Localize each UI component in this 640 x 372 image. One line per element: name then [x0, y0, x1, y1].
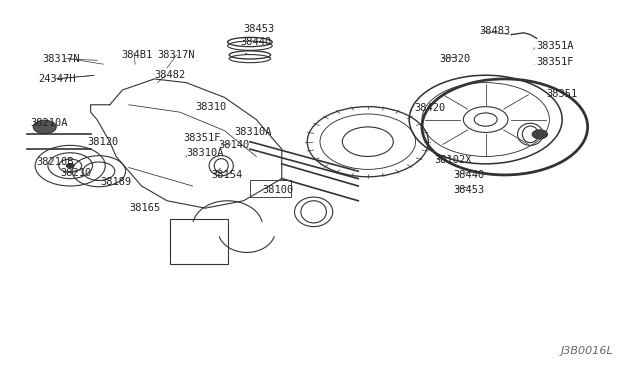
Circle shape: [67, 163, 74, 168]
Text: 38140: 38140: [218, 140, 250, 150]
Text: J3B0016L: J3B0016L: [561, 346, 614, 356]
Text: 38310: 38310: [196, 102, 227, 112]
Text: 38100: 38100: [262, 185, 294, 195]
Text: 38320: 38320: [440, 54, 471, 64]
Text: 38210B: 38210B: [36, 157, 74, 167]
Text: 38210A: 38210A: [30, 118, 68, 128]
Text: 38351F: 38351F: [537, 57, 574, 67]
Text: 24347H: 24347H: [38, 74, 76, 84]
Text: 38120: 38120: [88, 137, 118, 147]
Text: 38317N: 38317N: [43, 54, 80, 64]
Text: 38351: 38351: [546, 89, 577, 99]
Text: 38154: 38154: [212, 170, 243, 180]
Text: 38351A: 38351A: [537, 41, 574, 51]
Text: 38310A: 38310A: [186, 148, 224, 158]
Bar: [170, 219, 228, 263]
Text: 38453: 38453: [244, 24, 275, 34]
Text: 38483: 38483: [479, 26, 511, 36]
Circle shape: [532, 130, 547, 139]
Text: 38482: 38482: [154, 70, 186, 80]
Text: 38165: 38165: [129, 203, 160, 213]
Text: 38189: 38189: [100, 177, 131, 187]
Text: 384B1: 384B1: [121, 50, 152, 60]
Circle shape: [33, 120, 56, 134]
Text: 38102X: 38102X: [435, 155, 472, 165]
Text: 38420: 38420: [414, 103, 445, 113]
Text: 38210: 38210: [61, 168, 92, 178]
Text: 38440: 38440: [241, 37, 271, 47]
Text: 38351F: 38351F: [183, 133, 221, 143]
Text: 38453: 38453: [454, 185, 485, 195]
Text: 38310A: 38310A: [234, 128, 271, 138]
Text: 38317N: 38317N: [157, 50, 195, 60]
Text: 38440: 38440: [454, 170, 485, 180]
Bar: [250, 180, 291, 197]
